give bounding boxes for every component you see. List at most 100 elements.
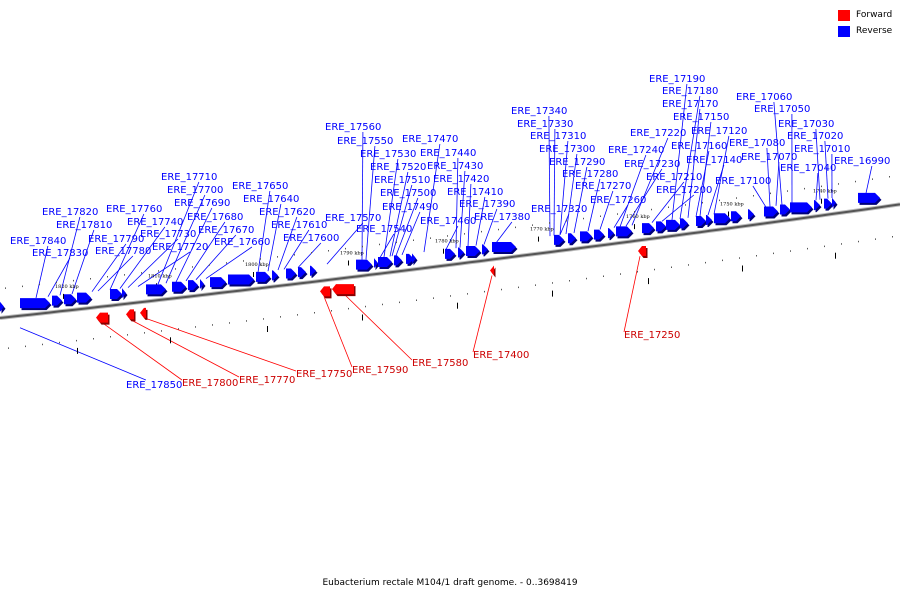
- reverse-gene-arrow[interactable]: [554, 234, 564, 245]
- reverse-gene-arrow[interactable]: [200, 279, 204, 290]
- leader-line: [175, 207, 213, 283]
- major-tick: [170, 337, 171, 344]
- reverse-gene-label: ERE_17020: [787, 131, 843, 142]
- reverse-gene-arrow[interactable]: [824, 198, 832, 209]
- reverse-gene-arrow[interactable]: [731, 211, 741, 222]
- forward-gene-arrow[interactable]: [126, 309, 134, 320]
- reverse-gene-arrow[interactable]: [272, 270, 278, 281]
- reverse-gene-arrow[interactable]: [616, 226, 632, 237]
- forward-gene-arrow[interactable]: [320, 286, 330, 297]
- reverse-gene-arrow[interactable]: [378, 256, 392, 267]
- forward-gene-arrow[interactable]: [332, 284, 354, 295]
- leader-line: [713, 135, 730, 215]
- reverse-gene-arrow[interactable]: [356, 259, 372, 270]
- reverse-gene-arrow[interactable]: [412, 253, 416, 264]
- reverse-gene-arrow[interactable]: [680, 218, 688, 229]
- reverse-gene-arrow[interactable]: [706, 214, 712, 225]
- reverse-gene-label: ERE_17570: [325, 213, 381, 224]
- minor-tick: [634, 211, 635, 213]
- leader-line: [127, 238, 179, 288]
- reverse-gene-arrow[interactable]: [406, 253, 414, 264]
- minor-tick: [158, 270, 159, 272]
- reverse-gene-arrow[interactable]: [858, 192, 880, 203]
- reverse-gene-arrow[interactable]: [696, 216, 706, 227]
- forward-gene-arrow[interactable]: [96, 312, 108, 323]
- reverse-gene-arrow[interactable]: [764, 206, 778, 217]
- minor-tick: [76, 339, 77, 342]
- reverse-gene-arrow[interactable]: [482, 244, 488, 255]
- reverse-gene-arrow[interactable]: [146, 284, 166, 295]
- reverse-gene-arrow[interactable]: [228, 274, 254, 285]
- reverse-gene-label: ERE_17200: [656, 185, 712, 196]
- backbone-line: [0, 203, 900, 319]
- minor-tick: [430, 237, 431, 239]
- reverse-gene-arrow[interactable]: [210, 277, 226, 288]
- leader-line: [157, 181, 200, 285]
- minor-tick: [498, 228, 499, 231]
- minor-tick: [821, 185, 822, 188]
- reverse-gene-arrow[interactable]: [77, 292, 91, 303]
- leader-line: [459, 170, 466, 248]
- gene-arrows: [0, 192, 882, 325]
- reverse-gene-arrow[interactable]: [122, 288, 126, 299]
- reverse-gene-label: ERE_17290: [549, 157, 605, 168]
- reverse-gene-arrow[interactable]: [608, 228, 614, 239]
- major-tick: [648, 278, 649, 285]
- minor-tick: [260, 258, 261, 260]
- minor-tick: [892, 236, 893, 238]
- axis-tick-label: 1740 kbp: [813, 189, 837, 195]
- reverse-gene-arrow[interactable]: [310, 265, 316, 276]
- reverse-gene-arrow[interactable]: [492, 241, 516, 252]
- reverse-gene-arrow[interactable]: [780, 204, 790, 215]
- reverse-gene-arrow[interactable]: [172, 281, 186, 292]
- reverse-gene-arrow[interactable]: [20, 298, 50, 309]
- reverse-gene-arrow[interactable]: [568, 233, 576, 244]
- reverse-gene-arrow[interactable]: [188, 280, 198, 291]
- leader-line: [383, 158, 399, 258]
- minor-tick: [209, 264, 210, 266]
- forward-gene-arrow[interactable]: [140, 307, 146, 318]
- minor-tick: [702, 201, 703, 204]
- major-tick: [634, 224, 635, 230]
- forward-gene-arrow[interactable]: [638, 245, 646, 256]
- minor-tick: [59, 341, 60, 344]
- leader-line: [401, 211, 421, 256]
- reverse-gene-arrow[interactable]: [666, 219, 680, 230]
- reverse-gene-label: ERE_17650: [232, 181, 288, 192]
- reverse-gene-arrow[interactable]: [64, 294, 76, 305]
- reverse-gene-arrow[interactable]: [832, 197, 836, 208]
- reverse-gene-arrow[interactable]: [256, 271, 270, 282]
- major-tick: [77, 347, 78, 354]
- reverse-gene-arrow[interactable]: [394, 255, 402, 266]
- reverse-gene-arrow[interactable]: [656, 221, 666, 232]
- reverse-gene-arrow[interactable]: [790, 202, 812, 213]
- major-tick: [348, 260, 349, 266]
- leader-line: [815, 172, 819, 201]
- minor-tick: [5, 287, 6, 289]
- reverse-gene-arrow[interactable]: [110, 288, 122, 299]
- reverse-gene-arrow[interactable]: [642, 223, 654, 234]
- reverse-gene-arrow[interactable]: [445, 248, 455, 259]
- reverse-gene-label: ERE_17560: [325, 122, 381, 133]
- leader-line: [587, 178, 601, 232]
- reverse-gene-arrow[interactable]: [0, 301, 4, 312]
- reverse-gene-arrow[interactable]: [298, 267, 306, 278]
- reverse-gene-arrow[interactable]: [714, 213, 730, 224]
- leader-line: [687, 108, 701, 218]
- reverse-gene-arrow[interactable]: [458, 247, 464, 258]
- reverse-gene-arrow[interactable]: [748, 209, 754, 220]
- reverse-gene-label: ERE_17240: [608, 145, 664, 156]
- major-tick: [728, 211, 729, 217]
- reverse-gene-arrow[interactable]: [580, 231, 592, 242]
- reverse-gene-label: ERE_17520: [370, 162, 426, 173]
- reverse-gene-arrow[interactable]: [286, 268, 296, 279]
- forward-gene-arrow[interactable]: [490, 265, 494, 276]
- reverse-gene-arrow[interactable]: [374, 258, 378, 269]
- reverse-gene-arrow[interactable]: [52, 295, 62, 306]
- label-leader-lines: [19, 83, 873, 381]
- reverse-gene-arrow[interactable]: [814, 200, 820, 211]
- reverse-gene-arrow[interactable]: [594, 229, 604, 240]
- reverse-gene-arrow[interactable]: [466, 245, 480, 256]
- minor-tick: [447, 235, 448, 237]
- reverse-gene-label: ERE_17340: [511, 106, 567, 117]
